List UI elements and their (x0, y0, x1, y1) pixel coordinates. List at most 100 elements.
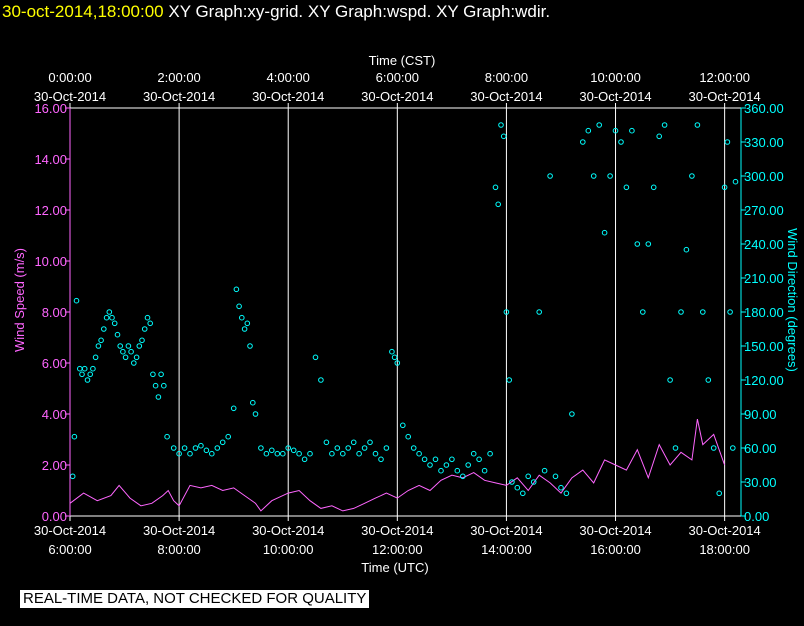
wind-direction-point (214, 445, 221, 451)
wind-direction-point (122, 354, 129, 361)
wind-direction-point (623, 184, 630, 191)
wind-direction-point (103, 314, 110, 321)
wind-direction-point (152, 382, 159, 389)
wind-direction-point (92, 354, 99, 361)
wind-direction-point (601, 229, 608, 236)
wind-direction-point (109, 314, 115, 321)
left-tick-label: 16.00 (34, 101, 67, 116)
wind-direction-point (290, 447, 297, 454)
axes: 0:00:00 30-Oct-2014 2:00:00 30-Oct-2014 4:00… (34, 70, 784, 557)
top-tick-time: 8:00:00 (485, 70, 528, 85)
wind-direction-point (95, 343, 102, 349)
wind-direction-point (192, 445, 199, 451)
right-tick-label: 150.00 (744, 339, 784, 354)
top-tick-date: 30-Oct-2014 (143, 89, 215, 104)
wind-direction-point (520, 490, 526, 497)
left-tick-label: 14.00 (34, 152, 67, 167)
top-tick-time: 2:00:00 (157, 70, 200, 85)
right-tick-label: 180.00 (744, 305, 784, 320)
top-tick-time: 0:00:00 (48, 70, 91, 85)
wind-direction-point (470, 450, 477, 457)
wind-direction-point (101, 326, 107, 332)
wind-direction-point (514, 484, 521, 491)
bottom-tick-time: 10:00:00 (263, 542, 314, 557)
wind-direction-point (241, 326, 248, 332)
right-tick-label: 120.00 (744, 373, 784, 388)
wind-direction-point (158, 371, 164, 378)
wind-direction-point (618, 139, 624, 145)
wind-direction-point (111, 320, 118, 327)
top-tick-time: 6:00:00 (376, 70, 419, 85)
wind-direction-point (144, 314, 151, 321)
wind-direction-point (252, 411, 259, 417)
wind-direction-point (98, 337, 104, 344)
wind-direction-point (280, 450, 286, 457)
wind-direction-point (114, 331, 121, 338)
wind-direction-point (236, 303, 242, 310)
wind-direction-point (536, 309, 543, 315)
graph-header: 30-oct-2014,18:00:00 XY Graph:xy-grid. X… (2, 2, 550, 22)
wind-direction-point (356, 450, 362, 457)
wind-direction-point (378, 456, 384, 463)
wind-direction-point (678, 309, 684, 315)
wind-direction-point (79, 371, 85, 378)
wind-direction-point (312, 354, 319, 361)
right-tick-label: 300.00 (744, 169, 784, 184)
wind-direction-point (307, 450, 313, 457)
wind-direction-point (710, 445, 717, 451)
wind-speed-series (69, 418, 726, 512)
wind-speed-line (69, 418, 726, 512)
wind-direction-point (400, 422, 406, 429)
grid-lines (178, 108, 726, 516)
top-tick-time: 10:00:00 (590, 70, 641, 85)
bottom-tick-date: 30-Oct-2014 (361, 523, 433, 538)
right-tick-label: 330.00 (744, 135, 784, 150)
bottom-axis-label: Time (UTC) (361, 560, 428, 575)
bottom-tick-time: 18:00:00 (699, 542, 750, 557)
wind-direction-point (460, 473, 466, 480)
wind-direction-point (350, 439, 357, 446)
wind-direction-point (367, 439, 373, 446)
wind-direction-point (73, 297, 80, 304)
wind-direction-point (506, 377, 513, 383)
bottom-tick-time: 12:00:00 (372, 542, 423, 557)
left-tick-label: 12.00 (34, 203, 67, 218)
wind-direction-point (164, 433, 170, 440)
wind-direction-point (449, 456, 455, 463)
wind-direction-point (558, 484, 564, 491)
quality-notice: REAL-TIME DATA, NOT CHECKED FOR QUALITY (20, 590, 370, 608)
wind-direction-point (394, 360, 401, 366)
wind-direction-point (263, 450, 270, 457)
wind-direction-point (607, 173, 613, 179)
top-tick-time: 12:00:00 (699, 70, 750, 85)
left-tick-label: 6.00 (42, 356, 67, 371)
wind-direction-point (427, 462, 433, 468)
wind-direction-point (133, 354, 140, 361)
wind-direction-point (656, 133, 663, 140)
wind-direction-point (181, 445, 188, 451)
wind-direction-point (552, 473, 559, 480)
wind-direction-point (187, 450, 193, 457)
wind-direction-point (125, 343, 132, 349)
bottom-tick-date: 30-Oct-2014 (689, 523, 761, 538)
wind-direction-point (383, 445, 390, 451)
top-tick-date: 30-Oct-2014 (470, 89, 542, 104)
wind-direction-point (318, 377, 324, 383)
wind-direction-point (421, 456, 428, 463)
wind-direction-point (481, 467, 488, 474)
wind-direction-point (454, 467, 461, 474)
left-tick-label: 4.00 (42, 407, 67, 422)
wind-direction-point (87, 371, 93, 378)
wind-direction-point (391, 354, 398, 361)
wind-direction-point (81, 365, 88, 372)
wind-direction-point (498, 122, 504, 128)
wind-direction-point (645, 241, 652, 247)
wind-direction-point (700, 309, 706, 315)
wind-direction-point (334, 445, 341, 451)
wind-direction-point (77, 365, 83, 372)
wind-direction-point (361, 445, 368, 451)
bottom-tick-date: 30-Oct-2014 (252, 523, 324, 538)
wind-direction-point (106, 309, 113, 315)
wind-direction-point (139, 337, 145, 344)
bottom-tick-date: 30-Oct-2014 (579, 523, 651, 538)
